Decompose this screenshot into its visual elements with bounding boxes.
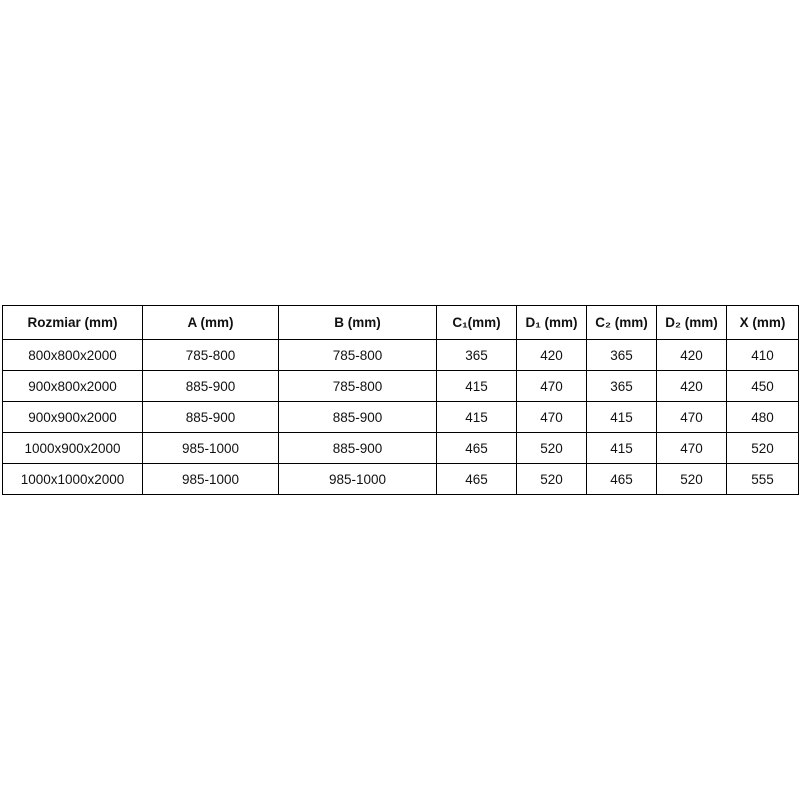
column-header: C₁(mm)	[436, 305, 517, 340]
column-header: Rozmiar (mm)	[2, 305, 143, 340]
table-cell: 415	[586, 432, 657, 464]
table-cell: 470	[516, 401, 587, 433]
table-cell: 900x900x2000	[2, 401, 143, 433]
table-cell: 885-900	[278, 401, 437, 433]
table-row: 1000x900x2000 985-1000 885-900 465 520 415 470…	[2, 432, 799, 464]
table-cell: 520	[726, 432, 799, 464]
table-row: 800x800x2000 785-800 785-800 365 420 365 420 41…	[2, 339, 799, 371]
table-cell: 420	[516, 339, 587, 371]
table-cell: 985-1000	[142, 463, 279, 495]
column-header: A (mm)	[142, 305, 279, 340]
table-row: 1000x1000x2000 985-1000 985-1000 465 520 465 5…	[2, 463, 799, 495]
table-cell: 800x800x2000	[2, 339, 143, 371]
table-cell: 410	[726, 339, 799, 371]
column-header: D₂ (mm)	[656, 305, 727, 340]
table-cell: 450	[726, 370, 799, 402]
table-cell: 420	[656, 339, 727, 371]
column-header: D₁ (mm)	[516, 305, 587, 340]
table-cell: 480	[726, 401, 799, 433]
table-cell: 985-1000	[278, 463, 437, 495]
table-cell: 1000x1000x2000	[2, 463, 143, 495]
header-row: Rozmiar (mm) A (mm) B (mm) C₁(mm) D₁ (mm) C₂ …	[2, 305, 799, 340]
table-cell: 465	[436, 432, 517, 464]
table-cell: 885-900	[142, 401, 279, 433]
table-cell: 365	[586, 370, 657, 402]
table-cell: 555	[726, 463, 799, 495]
table-cell: 520	[656, 463, 727, 495]
table-cell: 900x800x2000	[2, 370, 143, 402]
table-cell: 785-800	[278, 370, 437, 402]
table-cell: 470	[516, 370, 587, 402]
dimensions-table: Rozmiar (mm) A (mm) B (mm) C₁(mm) D₁ (mm) C₂ …	[2, 305, 799, 495]
table-cell: 415	[436, 401, 517, 433]
column-header: B (mm)	[278, 305, 437, 340]
column-header: X (mm)	[726, 305, 799, 340]
table-cell: 465	[436, 463, 517, 495]
table-cell: 520	[516, 432, 587, 464]
table-cell: 470	[656, 432, 727, 464]
table-cell: 415	[436, 370, 517, 402]
table-cell: 1000x900x2000	[2, 432, 143, 464]
table-cell: 470	[656, 401, 727, 433]
table-cell: 885-900	[142, 370, 279, 402]
table-cell: 365	[436, 339, 517, 371]
table-cell: 785-800	[278, 339, 437, 371]
table-cell: 885-900	[278, 432, 437, 464]
table-row: 900x800x2000 885-900 785-800 415 470 365 420 45…	[2, 370, 799, 402]
table-row: 900x900x2000 885-900 885-900 415 470 415 470 48…	[2, 401, 799, 433]
table-cell: 520	[516, 463, 587, 495]
table-cell: 365	[586, 339, 657, 371]
table-cell: 420	[656, 370, 727, 402]
table-cell: 465	[586, 463, 657, 495]
column-header: C₂ (mm)	[586, 305, 657, 340]
table-cell: 985-1000	[142, 432, 279, 464]
table-cell: 785-800	[142, 339, 279, 371]
table-cell: 415	[586, 401, 657, 433]
